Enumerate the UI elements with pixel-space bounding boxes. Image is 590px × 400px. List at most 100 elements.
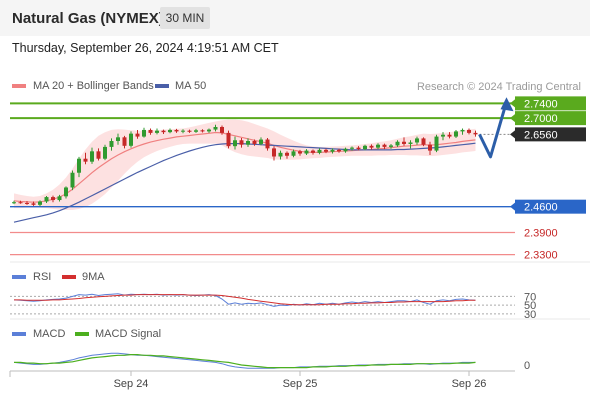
candle [18, 200, 23, 204]
candle [298, 149, 302, 156]
candle [421, 137, 426, 147]
candle-body [64, 187, 68, 197]
candle [194, 128, 198, 133]
candle-body [272, 148, 276, 157]
candle [402, 137, 406, 146]
candle [285, 151, 289, 159]
candle-body [200, 130, 205, 132]
candle [122, 135, 127, 149]
candle [467, 128, 471, 135]
ma20-line [13, 131, 476, 203]
candle-body [155, 130, 159, 133]
candle [207, 128, 211, 133]
candle [103, 144, 107, 161]
copyright-label: Research © 2024 Trading Central [416, 81, 581, 93]
candle-body [350, 147, 354, 149]
level-label-2-4600-pointer [510, 202, 515, 211]
candle [454, 129, 458, 139]
candle [64, 186, 68, 199]
candle-body [129, 133, 133, 146]
candle [252, 139, 257, 146]
x-tick-label: Sep 25 [283, 378, 318, 390]
ma50-legend-swatch [155, 84, 169, 88]
candle [57, 194, 62, 202]
level-label-2-3300: 2.3300 [524, 250, 558, 262]
candle-body [96, 151, 101, 159]
candle [168, 128, 172, 134]
ma20-legend-swatch [12, 84, 26, 88]
candle-body [298, 151, 302, 154]
candle-body [389, 145, 393, 147]
candle-body [148, 129, 153, 133]
candle [239, 138, 244, 148]
candle [304, 149, 309, 156]
candle [96, 148, 101, 161]
candle-body [434, 136, 439, 151]
macd-zero-label: 0 [524, 360, 530, 372]
candle-body [265, 139, 270, 149]
bollinger-band [14, 119, 476, 210]
candle [337, 148, 341, 153]
candle-body [194, 130, 198, 132]
candle-body [330, 149, 335, 152]
candle [428, 141, 432, 156]
datetime-label: Thursday, September 26, 2024 4:19:51 AM … [12, 41, 279, 55]
candle [51, 195, 55, 203]
candle-body [343, 148, 348, 152]
macd-legend-label: MACD [33, 328, 66, 340]
candle-body [122, 137, 127, 146]
candle [434, 134, 439, 153]
candle-body [103, 146, 107, 159]
header-bar: Natural Gas (NYMEX) 30 MIN [0, 0, 590, 36]
candle-body [25, 202, 29, 204]
candle [38, 200, 42, 207]
scenario-arrow-path [478, 104, 507, 159]
level-label-2-6560-box [515, 127, 586, 142]
macd-signal-legend-swatch [75, 332, 89, 336]
candle [389, 143, 393, 149]
candle [291, 149, 296, 158]
candle [129, 131, 133, 148]
candle-body [207, 129, 211, 132]
candle-body [324, 149, 328, 152]
rsi-level-label-50: 50 [524, 300, 536, 312]
candle-body [415, 138, 419, 143]
candle [376, 143, 380, 150]
candle-body [447, 134, 452, 137]
candle-body [473, 132, 478, 135]
candle-body [142, 129, 146, 137]
level-label-2-4600: 2.4600 [524, 202, 558, 214]
level-label-2-7400-box [515, 96, 586, 111]
macd-legend-swatch [12, 332, 26, 336]
candle [350, 146, 354, 151]
candle [70, 170, 75, 191]
level-label-2-3900: 2.3900 [524, 227, 558, 239]
candle-body [90, 151, 94, 162]
ma20-legend-label: MA 20 + Bollinger Bands [33, 80, 154, 92]
candle-body [213, 126, 218, 130]
level-label-2-6560: 2.6560 [524, 129, 558, 141]
instrument-title: Natural Gas (NYMEX) [12, 10, 164, 27]
candle [148, 128, 153, 135]
candle-body [467, 129, 471, 133]
candle [246, 138, 250, 147]
candle-body [285, 152, 289, 156]
candle [408, 140, 413, 149]
macd-line [13, 352, 476, 369]
candle [363, 144, 367, 151]
candle-body [12, 202, 16, 204]
candle [161, 129, 166, 134]
candle-body [356, 147, 361, 150]
candle [259, 137, 263, 146]
scenario-arrow-head [500, 97, 514, 112]
candle [174, 128, 179, 133]
macd-signal-line [14, 354, 476, 369]
candle [116, 133, 120, 145]
candle [90, 147, 94, 164]
candle-body [220, 126, 224, 133]
candle [441, 132, 445, 141]
level-label-2-7000-pointer [510, 114, 515, 123]
timeframe-button[interactable]: 30 MIN [160, 7, 210, 29]
candle-body [31, 203, 36, 205]
candle-body [441, 134, 445, 137]
